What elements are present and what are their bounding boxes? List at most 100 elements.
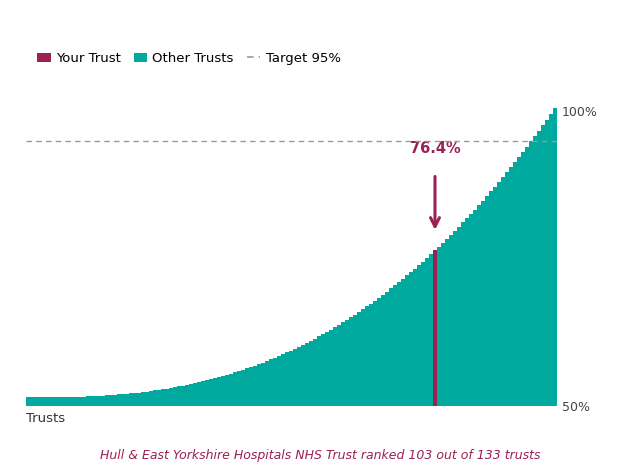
Bar <box>265 361 269 406</box>
Bar <box>501 177 505 406</box>
Bar <box>149 391 154 406</box>
Bar <box>145 391 149 406</box>
Bar <box>549 114 553 406</box>
Bar <box>421 262 425 406</box>
Bar <box>261 362 265 406</box>
Text: 76.4%: 76.4% <box>410 141 460 156</box>
Bar <box>49 397 54 406</box>
Bar <box>157 390 161 406</box>
Bar <box>457 226 461 406</box>
Bar <box>253 366 257 406</box>
Bar <box>385 291 389 406</box>
Bar <box>54 397 58 406</box>
Bar <box>26 397 29 406</box>
Legend: Your Trust, Other Trusts, Target 95%: Your Trust, Other Trusts, Target 95% <box>32 47 346 71</box>
Bar <box>525 147 529 406</box>
Bar <box>309 340 313 406</box>
Bar <box>129 393 133 406</box>
Bar <box>409 272 413 406</box>
Bar <box>509 167 513 406</box>
Bar <box>106 396 109 406</box>
Bar <box>202 381 205 406</box>
Bar <box>257 364 261 406</box>
Bar <box>33 397 38 406</box>
Bar <box>186 385 189 406</box>
Bar <box>205 380 209 406</box>
Bar <box>170 388 173 406</box>
Bar <box>497 182 501 406</box>
Bar <box>529 142 533 406</box>
Bar <box>90 396 93 406</box>
Bar <box>485 196 489 406</box>
Bar <box>413 269 417 406</box>
Bar <box>97 396 102 406</box>
Bar <box>397 282 401 406</box>
Bar <box>237 371 241 406</box>
Bar <box>241 370 245 406</box>
Bar <box>293 349 297 406</box>
Bar <box>537 131 541 406</box>
Bar <box>221 376 225 406</box>
Bar <box>165 389 170 406</box>
Bar <box>154 390 157 406</box>
Bar <box>401 279 405 406</box>
Bar <box>405 276 409 406</box>
Bar <box>341 322 345 406</box>
Bar <box>61 397 65 406</box>
Bar <box>513 162 517 406</box>
Bar <box>65 397 70 406</box>
Bar <box>437 247 441 406</box>
Bar <box>449 235 453 406</box>
Bar <box>209 379 213 406</box>
Bar <box>393 285 397 406</box>
Bar <box>365 306 369 406</box>
Bar <box>417 265 421 406</box>
Bar <box>505 172 509 406</box>
Bar <box>109 395 113 406</box>
Bar <box>273 358 277 406</box>
Bar <box>305 343 309 406</box>
Bar <box>361 309 365 406</box>
Bar <box>541 125 545 406</box>
Bar <box>229 374 234 406</box>
Bar <box>441 243 445 406</box>
Bar <box>493 187 497 406</box>
Bar <box>465 218 469 406</box>
Bar <box>197 382 202 406</box>
Bar <box>213 378 218 406</box>
Bar <box>281 354 285 406</box>
Bar <box>453 231 457 406</box>
Bar <box>373 301 377 406</box>
Text: Hull & East Yorkshire Hospitals NHS Trust ranked 103 out of 133 trusts: Hull & East Yorkshire Hospitals NHS Trus… <box>100 449 540 462</box>
Bar <box>81 396 86 406</box>
Bar <box>125 394 129 406</box>
Bar <box>433 250 437 406</box>
Bar <box>301 345 305 406</box>
Bar <box>177 386 181 406</box>
Bar <box>461 222 465 406</box>
Bar <box>317 336 321 406</box>
Bar <box>473 210 477 406</box>
Bar <box>269 359 273 406</box>
Bar <box>102 396 106 406</box>
Bar <box>38 397 42 406</box>
Bar <box>29 397 33 406</box>
Bar <box>389 289 393 406</box>
Bar <box>425 258 429 406</box>
Bar <box>333 327 337 406</box>
Bar <box>521 152 525 406</box>
Bar <box>133 393 138 406</box>
Bar <box>218 377 221 406</box>
Bar <box>245 368 249 406</box>
Bar <box>369 304 373 406</box>
Bar <box>122 394 125 406</box>
Bar <box>477 205 481 406</box>
Bar <box>489 191 493 406</box>
Bar <box>285 353 289 406</box>
Bar <box>138 392 141 406</box>
Bar <box>161 389 165 406</box>
X-axis label: Trusts: Trusts <box>26 412 65 425</box>
Bar <box>377 297 381 406</box>
Bar <box>173 387 177 406</box>
Bar <box>289 351 293 406</box>
